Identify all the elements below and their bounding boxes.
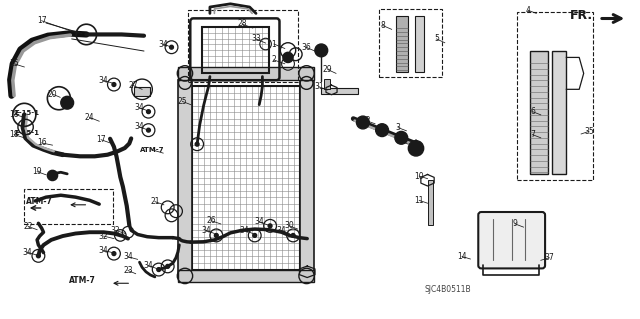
Text: 34: 34	[99, 246, 109, 255]
Text: 23: 23	[123, 266, 133, 275]
Circle shape	[315, 44, 328, 57]
Circle shape	[112, 83, 116, 86]
Text: 34: 34	[158, 40, 168, 48]
Text: 17: 17	[96, 135, 106, 144]
Text: 35: 35	[584, 127, 594, 136]
Text: 36: 36	[301, 43, 311, 52]
Text: 20: 20	[47, 90, 58, 99]
Text: 32: 32	[110, 226, 120, 235]
Circle shape	[253, 234, 257, 237]
Circle shape	[157, 268, 161, 271]
Circle shape	[268, 224, 272, 228]
Text: 4: 4	[525, 6, 531, 15]
Circle shape	[395, 131, 408, 144]
Text: 34: 34	[201, 226, 211, 235]
Circle shape	[376, 124, 388, 137]
Text: 34: 34	[134, 103, 145, 112]
Bar	[202, 27, 269, 73]
Text: 27: 27	[128, 81, 138, 90]
Bar	[428, 180, 433, 225]
Circle shape	[408, 141, 424, 156]
Text: 10: 10	[414, 172, 424, 181]
Text: ATM-7: ATM-7	[26, 197, 52, 206]
Text: 21: 21	[150, 197, 159, 206]
Text: 34: 34	[22, 248, 32, 256]
Bar	[24, 189, 113, 224]
Text: 28: 28	[237, 19, 246, 28]
Text: 15: 15	[9, 59, 19, 68]
Text: 26: 26	[206, 216, 216, 225]
Text: 9: 9	[513, 219, 518, 228]
Text: SJC4B0511B: SJC4B0511B	[425, 285, 471, 294]
Text: 3: 3	[396, 123, 401, 132]
Text: 30: 30	[284, 221, 294, 230]
Text: 34: 34	[254, 217, 264, 226]
Text: 18: 18	[10, 130, 19, 139]
Text: 25: 25	[177, 97, 188, 106]
Text: 5: 5	[434, 34, 439, 43]
Circle shape	[36, 254, 40, 258]
Bar	[321, 88, 358, 94]
Text: 33: 33	[251, 34, 261, 43]
Text: 31: 31	[314, 82, 324, 91]
Text: 14: 14	[457, 252, 467, 261]
Circle shape	[283, 52, 293, 63]
Bar	[396, 16, 408, 72]
Text: 24: 24	[84, 113, 95, 122]
Bar	[324, 79, 330, 89]
Circle shape	[170, 45, 173, 49]
Text: 34: 34	[143, 261, 154, 270]
Bar	[300, 80, 314, 276]
Circle shape	[47, 170, 58, 181]
Text: 37: 37	[544, 253, 554, 262]
Circle shape	[291, 234, 295, 237]
Text: 29: 29	[323, 65, 333, 74]
Circle shape	[356, 116, 369, 129]
Text: 8: 8	[380, 21, 385, 30]
FancyBboxPatch shape	[478, 212, 545, 268]
Circle shape	[214, 234, 218, 237]
Bar	[379, 9, 442, 77]
Circle shape	[147, 128, 150, 132]
Text: 6: 6	[530, 107, 535, 116]
Circle shape	[147, 110, 150, 114]
Text: 11: 11	[415, 196, 424, 205]
Bar	[188, 10, 298, 82]
Bar	[552, 51, 566, 174]
Text: 34: 34	[123, 252, 133, 261]
Bar	[134, 87, 150, 96]
Text: FR.: FR.	[570, 9, 593, 22]
Bar	[530, 51, 548, 174]
Text: ATM-7: ATM-7	[69, 276, 96, 285]
Text: 34: 34	[276, 226, 287, 235]
Text: ATM-7: ATM-7	[140, 147, 164, 153]
Circle shape	[112, 252, 116, 256]
Text: 34: 34	[134, 122, 145, 131]
Text: 13: 13	[395, 137, 405, 145]
Text: E-15-1: E-15-1	[14, 130, 39, 136]
Text: 7: 7	[530, 130, 535, 139]
Text: 17: 17	[36, 16, 47, 25]
Bar	[178, 270, 314, 282]
Bar	[415, 16, 424, 72]
Text: 12: 12	[362, 116, 371, 125]
Text: 34: 34	[239, 226, 250, 235]
Circle shape	[61, 96, 74, 109]
Bar	[178, 67, 314, 80]
Text: 19: 19	[32, 167, 42, 176]
Text: 34: 34	[99, 76, 109, 85]
Text: 2: 2	[271, 56, 276, 64]
Bar	[192, 86, 300, 270]
Text: 32: 32	[99, 232, 109, 241]
Text: E-15-1: E-15-1	[14, 110, 39, 116]
Bar	[178, 80, 192, 276]
Text: 16: 16	[36, 138, 47, 147]
Text: 18: 18	[10, 110, 19, 119]
Text: 1: 1	[271, 40, 276, 48]
Circle shape	[195, 142, 199, 146]
Circle shape	[166, 264, 170, 268]
Bar	[517, 12, 593, 180]
Text: 22: 22	[24, 222, 33, 231]
